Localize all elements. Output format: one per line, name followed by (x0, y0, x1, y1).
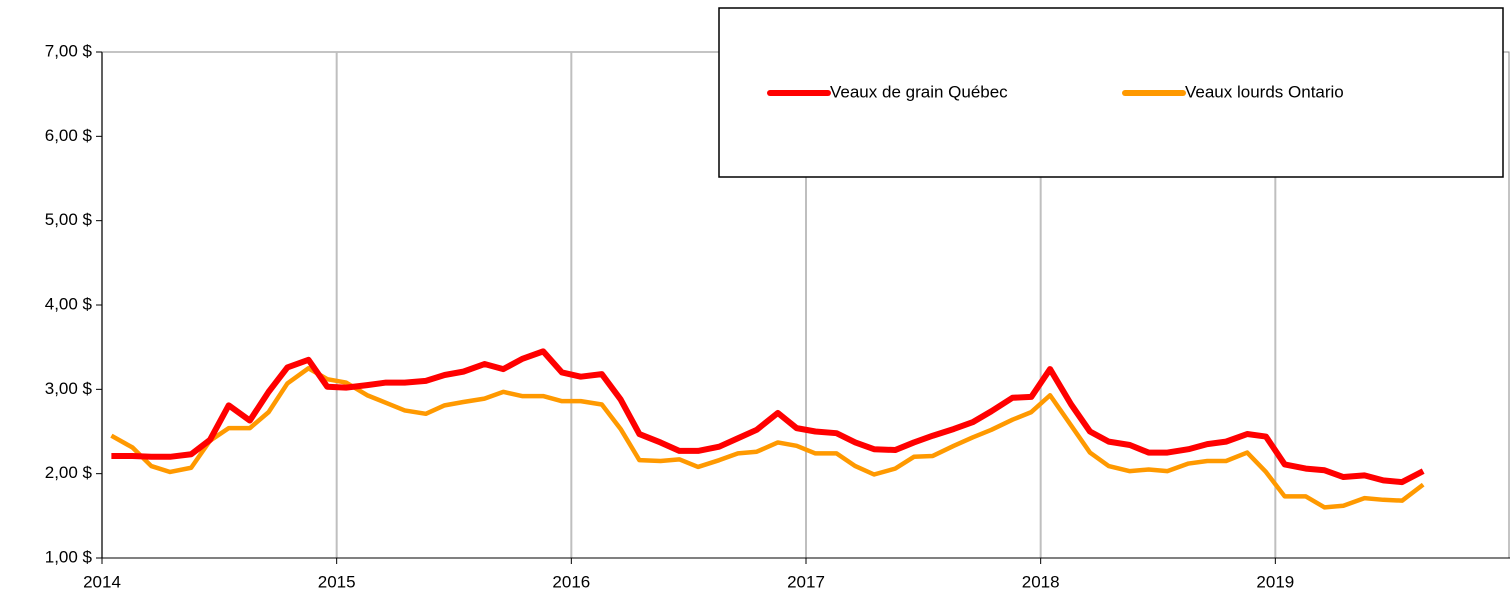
series-line (110, 366, 1425, 510)
x-tick-label: 2019 (1256, 572, 1294, 591)
y-tick-label: 4,00 $ (45, 294, 93, 313)
x-tick-label: 2014 (83, 572, 121, 591)
x-tick-label: 2017 (787, 572, 825, 591)
y-tick-label: 3,00 $ (45, 379, 93, 398)
legend-label: Veaux de grain Québec (830, 82, 1008, 101)
x-tick-label: 2018 (1022, 572, 1060, 591)
y-tick-label: 1,00 $ (45, 547, 93, 566)
legend-box (718, 7, 1504, 178)
x-tick-label: 2015 (318, 572, 356, 591)
series-line (111, 348, 1425, 486)
legend-label: Veaux lourds Ontario (1185, 82, 1344, 101)
x-tick-label: 2016 (552, 572, 590, 591)
y-tick-label: 6,00 $ (45, 126, 93, 145)
y-tick-label: 2,00 $ (45, 463, 93, 482)
y-tick-label: 5,00 $ (45, 210, 93, 229)
y-tick-label: 7,00 $ (45, 41, 93, 60)
